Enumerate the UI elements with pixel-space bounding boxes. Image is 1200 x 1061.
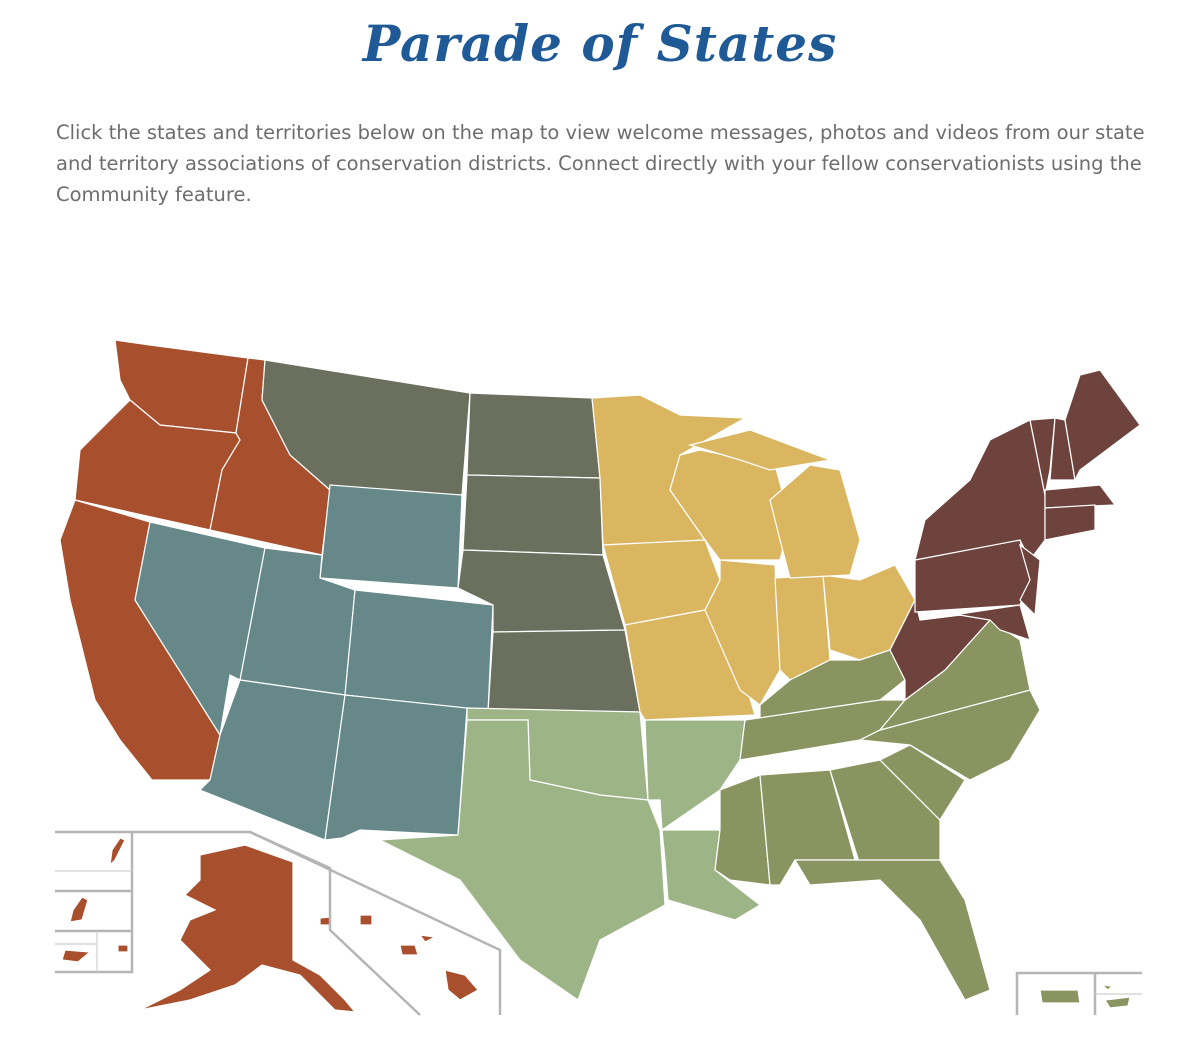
territories-frame: [55, 832, 134, 974]
state-cnmi[interactable]: [109, 837, 126, 867]
state-md-de[interactable]: [919, 604, 1031, 641]
state-ak[interactable]: [139, 844, 357, 1013]
state-guam[interactable]: [69, 896, 89, 923]
state-american-samoa[interactable]: [61, 949, 92, 963]
state-usvi[interactable]: [1103, 996, 1131, 1009]
state-fl[interactable]: [793, 859, 991, 1001]
caribbean-inset-frame: [1015, 971, 1142, 1015]
state-hi[interactable]: [444, 969, 479, 1001]
state-ma[interactable]: [1044, 484, 1117, 509]
state-hi-molokai[interactable]: [418, 934, 438, 943]
state-mi-upper[interactable]: [687, 429, 833, 471]
state-hi-oahu[interactable]: [359, 914, 373, 926]
state-sd[interactable]: [462, 474, 604, 556]
state-mi[interactable]: [769, 464, 861, 579]
intro-text: Click the states and territories below o…: [56, 121, 1145, 206]
state-sc[interactable]: [878, 744, 966, 821]
state-nc[interactable]: [857, 689, 1041, 781]
state-ga[interactable]: [829, 759, 941, 866]
insets-layer: [55, 830, 1142, 1016]
states-layer: [59, 339, 1141, 1013]
state-co[interactable]: [344, 589, 494, 713]
state-nm[interactable]: [324, 694, 468, 841]
alaska-inset-frame: [249, 830, 502, 1015]
state-palau-area[interactable]: [117, 944, 129, 953]
state-ks[interactable]: [487, 629, 641, 713]
state-wy[interactable]: [319, 484, 463, 589]
state-me[interactable]: [1064, 369, 1141, 482]
state-ct-ri[interactable]: [1044, 504, 1096, 541]
state-puerto-rico[interactable]: [1039, 989, 1081, 1004]
state-nj[interactable]: [1018, 543, 1041, 617]
page-title: Parade of States: [362, 14, 838, 73]
state-usvi-north[interactable]: [1100, 984, 1114, 991]
pacific-inset-frame: [55, 830, 421, 1016]
state-nd[interactable]: [466, 392, 601, 479]
state-hi-maui[interactable]: [399, 944, 419, 956]
state-tx[interactable]: [377, 719, 666, 1001]
state-ny[interactable]: [914, 419, 1046, 562]
state-vt[interactable]: [1029, 417, 1056, 496]
